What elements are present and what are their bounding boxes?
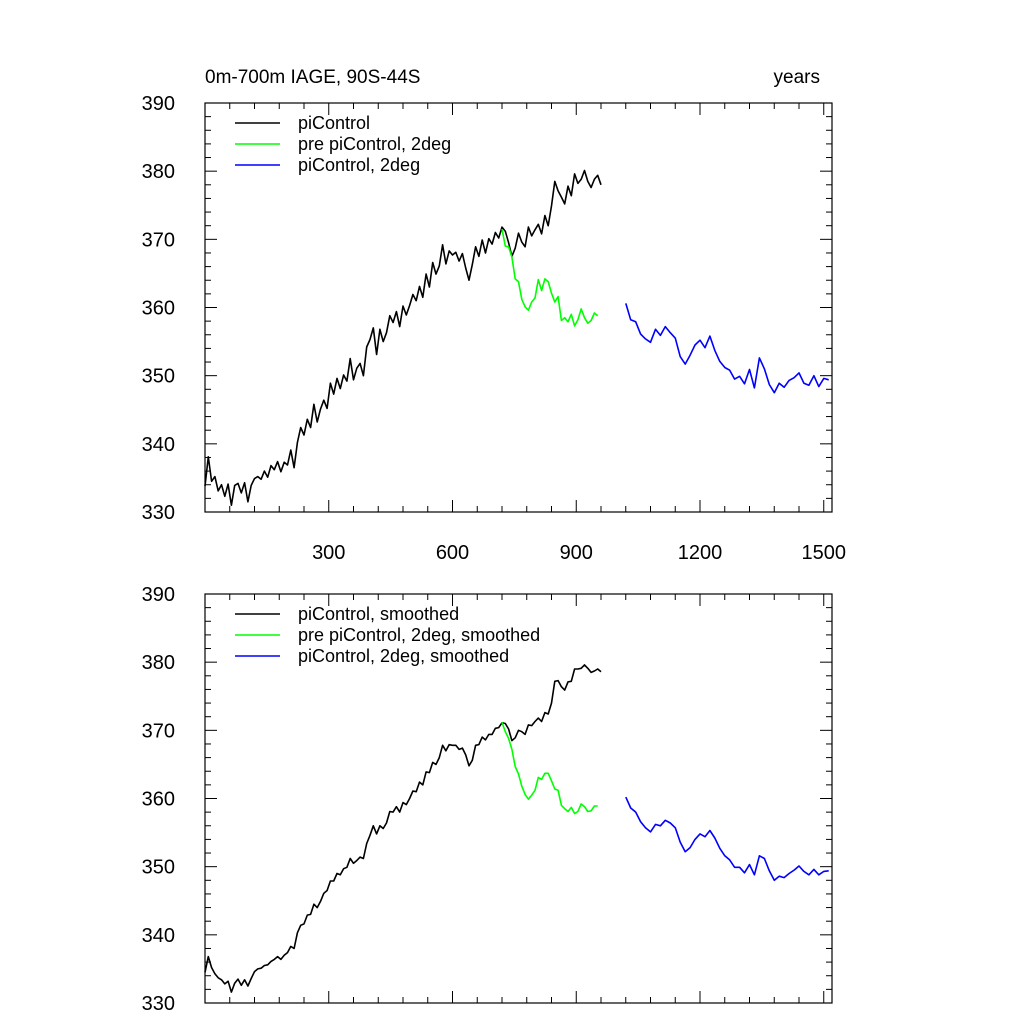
- legend-label: piControl, 2deg, smoothed: [298, 646, 509, 666]
- y-tick-label: 380: [142, 161, 175, 183]
- legend-label: pre piControl, 2deg: [298, 134, 451, 154]
- y-tick-label: 390: [142, 93, 175, 115]
- y-tick-label: 340: [142, 434, 175, 456]
- series-line-2: [501, 721, 598, 815]
- chart-right-title: years: [774, 67, 820, 88]
- x-tick-label: 600: [436, 542, 469, 564]
- y-tick-label: 360: [142, 789, 175, 811]
- series-line-2: [501, 228, 599, 327]
- top-panel: 0m-700m IAGE, 90S-44S years 330 340 350 360 37…: [142, 67, 846, 564]
- y-tick-label: 370: [142, 229, 175, 251]
- y-tick-label: 380: [142, 652, 175, 674]
- x-tick-label: 900: [560, 542, 593, 564]
- series-line-3: [625, 796, 829, 882]
- series-line-3: [625, 303, 829, 394]
- y-tick-label: 360: [142, 298, 175, 320]
- series-line-1: [204, 664, 602, 993]
- x-tick-label: 1200: [678, 542, 723, 564]
- chart-title: 0m-700m IAGE, 90S-44S: [205, 67, 420, 88]
- y-tick-label: 350: [142, 857, 175, 879]
- legend-label: piControl, 2deg: [298, 155, 420, 175]
- legend-label: piControl: [298, 113, 370, 133]
- y-tick-label: 330: [142, 502, 175, 524]
- legend-label: piControl, smoothed: [298, 604, 459, 624]
- x-tick-label: 1500: [802, 542, 847, 564]
- y-tick-label: 370: [142, 720, 175, 742]
- y-tick-label: 340: [142, 925, 175, 947]
- x-tick-label: 300: [312, 542, 345, 564]
- legend-label: pre piControl, 2deg, smoothed: [298, 625, 540, 645]
- y-tick-label: 330: [142, 993, 175, 1015]
- series-line-1: [204, 169, 602, 506]
- y-tick-label: 350: [142, 366, 175, 388]
- bottom-panel: 330 340 350 360 370 380 390 piControl, smoothed…: [142, 584, 833, 1015]
- y-tick-label: 390: [142, 584, 175, 606]
